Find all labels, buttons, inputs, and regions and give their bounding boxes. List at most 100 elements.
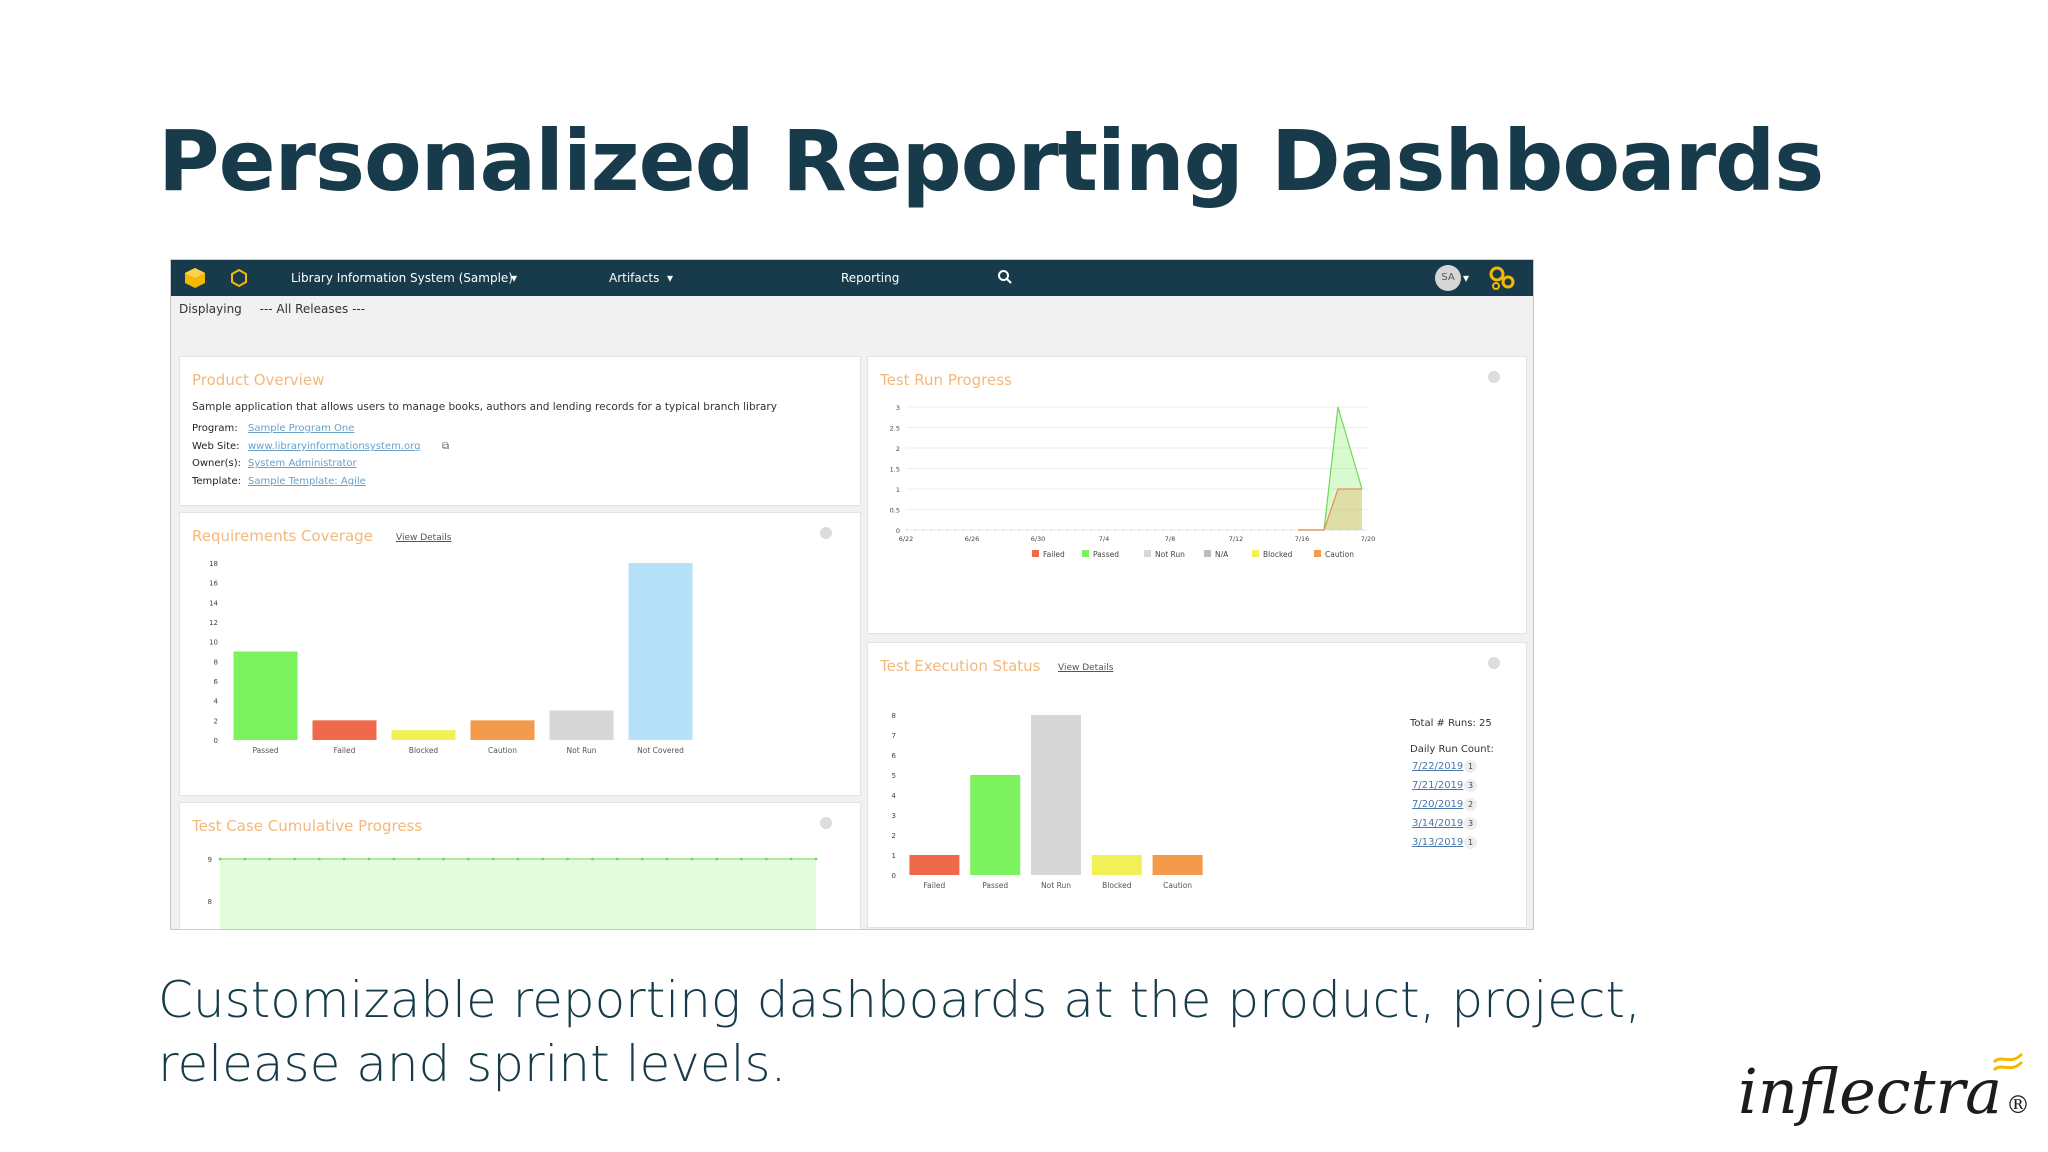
view-details-link[interactable]: View Details: [1058, 663, 1114, 673]
run-date-link[interactable]: 3/14/2019: [1412, 818, 1464, 829]
gear-icon[interactable]: [1487, 264, 1517, 292]
data-point: [814, 857, 818, 861]
product-overview-panel: Product Overview Sample application that…: [179, 356, 861, 506]
release-selector[interactable]: --- All Releases ---: [259, 302, 366, 316]
project-selector[interactable]: Library Information System (Sample): [291, 271, 513, 285]
legend-swatch: [1314, 550, 1321, 557]
y-tick-label: 6: [892, 752, 897, 760]
y-tick-label: 6: [214, 678, 219, 686]
x-tick-label: Not Covered: [637, 746, 684, 755]
hexagon-menu-icon[interactable]: [225, 266, 253, 290]
y-tick-label: 16: [209, 580, 218, 588]
legend-swatch: [1082, 550, 1089, 557]
logo-text: inflectra: [1738, 1055, 2003, 1128]
run-date-link[interactable]: 7/22/2019: [1412, 761, 1464, 772]
bar-failed: [909, 855, 960, 875]
bar-caution: [1152, 855, 1203, 875]
run-count-badge: 3: [1464, 817, 1477, 830]
y-tick-label: 8: [892, 712, 896, 720]
data-point: [367, 857, 371, 861]
bar-passed: [233, 651, 298, 740]
y-tick-label: 8: [208, 898, 212, 906]
y-tick-label: 9: [208, 856, 212, 864]
view-details-link[interactable]: View Details: [396, 533, 452, 543]
x-tick-label: Blocked: [1102, 881, 1132, 890]
artifacts-menu[interactable]: Artifacts: [609, 271, 660, 285]
field-owner: Owner(s): System Administrator: [192, 458, 357, 469]
y-tick-label: 5: [892, 772, 896, 780]
avatar[interactable]: SA: [1435, 265, 1461, 291]
legend-label: Blocked: [1263, 550, 1293, 559]
x-tick-label: Not Run: [567, 746, 597, 755]
cumulative-area: [220, 859, 816, 929]
external-link-icon[interactable]: ⧉: [442, 441, 450, 452]
template-link[interactable]: Sample Template: Agile: [248, 476, 366, 487]
data-point: [218, 857, 222, 861]
info-icon[interactable]: [1488, 657, 1500, 669]
y-tick-label: 0.5: [890, 507, 900, 515]
program-link[interactable]: Sample Program One: [248, 423, 355, 434]
bar-not-run: [1031, 715, 1081, 875]
run-date-link[interactable]: 7/20/2019: [1412, 799, 1464, 810]
series-line-failed: [1298, 488, 1362, 531]
x-tick-label: 7/8: [1165, 535, 1175, 543]
field-label: Web Site:: [192, 441, 240, 452]
y-tick-label: 1.5: [890, 466, 900, 474]
data-point: [317, 857, 321, 861]
test-case-cumulative-panel: Test Case Cumulative Progress 6789: [179, 802, 861, 929]
bar-not-covered: [628, 563, 693, 740]
chevron-down-icon[interactable]: ▾: [667, 271, 674, 285]
owner-link[interactable]: System Administrator: [248, 458, 357, 469]
field-label: Program:: [192, 423, 238, 434]
info-icon[interactable]: [820, 817, 832, 829]
search-icon[interactable]: [997, 269, 1013, 285]
y-tick-label: 4: [892, 792, 897, 800]
y-tick-label: 0: [892, 872, 896, 880]
data-point: [516, 857, 520, 861]
data-point: [740, 857, 743, 861]
x-tick-label: Caution: [1163, 881, 1192, 890]
data-point: [417, 857, 421, 861]
total-runs: Total # Runs: 25: [1410, 718, 1492, 729]
run-date-link[interactable]: 7/21/2019: [1412, 780, 1464, 791]
bar-not-run: [549, 710, 614, 740]
data-point: [690, 857, 694, 861]
product-description: Sample application that allows users to …: [192, 401, 777, 413]
bar-failed: [312, 720, 377, 740]
series-area-failed: [1298, 489, 1362, 530]
app-header: Library Information System (Sample) ▾ Ar…: [171, 260, 1533, 296]
website-link[interactable]: www.libraryinformationsystem.org: [248, 441, 421, 452]
requirements-coverage-panel: Requirements Coverage View Details 0 2 4 6 8…: [179, 512, 861, 796]
x-tick-label: Blocked: [409, 746, 439, 755]
bar-passed: [970, 775, 1021, 875]
series-area-passed: [1298, 407, 1362, 530]
x-tick-label: 6/22: [899, 535, 914, 543]
data-point: [293, 857, 296, 861]
x-tick-label: 6/30: [1031, 535, 1046, 543]
bar-caution: [470, 720, 535, 740]
info-icon[interactable]: [820, 527, 832, 539]
test-execution-status-panel: Test Execution Status View Details 0 1 2 3 4…: [867, 642, 1527, 928]
info-icon[interactable]: [1488, 371, 1500, 383]
y-tick-label: 0: [896, 527, 900, 535]
chevron-down-icon[interactable]: ▾: [511, 271, 518, 285]
y-tick-label: 3: [896, 404, 900, 412]
slide-subtitle: Customizable reporting dashboards at the…: [158, 971, 1641, 1093]
chevron-down-icon[interactable]: ▾: [1463, 271, 1470, 285]
y-tick-label: 1: [892, 852, 896, 860]
run-date-link[interactable]: 3/13/2019: [1412, 837, 1464, 848]
total-runs-value: 25: [1479, 718, 1492, 729]
legend-label: N/A: [1215, 550, 1229, 559]
panel-title: Test Run Progress: [880, 371, 1012, 389]
data-point: [243, 857, 247, 861]
displaying-label: Displaying: [179, 302, 242, 316]
reporting-menu[interactable]: Reporting: [841, 271, 900, 285]
release-filter-bar: Displaying --- All Releases ---: [179, 302, 365, 316]
data-point: [392, 857, 396, 861]
field-label: Template:: [192, 476, 241, 487]
spira-logo-icon[interactable]: [181, 266, 209, 290]
panel-title: Product Overview: [192, 371, 325, 389]
panel-title: Requirements Coverage: [192, 527, 373, 545]
y-tick-label: 3: [892, 812, 896, 820]
data-point: [591, 857, 594, 861]
